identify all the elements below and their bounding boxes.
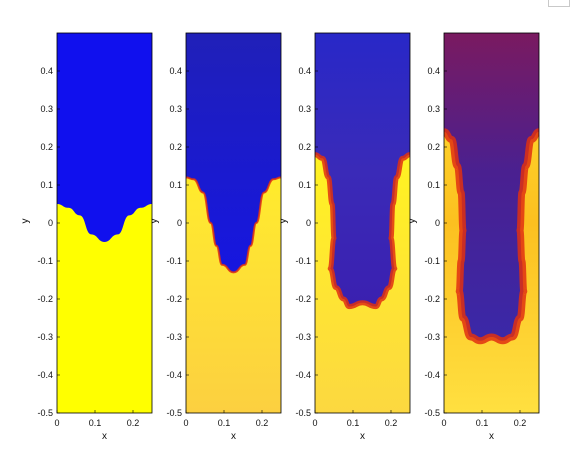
x-axis-label: x xyxy=(231,431,236,442)
x-axis-label: x xyxy=(489,431,494,442)
x-tick-label: 0.2 xyxy=(385,418,398,428)
y-tick-label: -0.1 xyxy=(424,256,440,266)
panel-2: 0.40.30.20.10-0.1-0.2-0.3-0.4-0.50 0.1 0.2… xyxy=(149,32,282,442)
y-tick-label: -0.1 xyxy=(166,256,182,266)
y-tick-label: 0.1 xyxy=(298,180,311,190)
y-tick-label: 0.4 xyxy=(427,66,440,76)
light-fluid-region xyxy=(315,33,410,307)
y-tick-label: -0.2 xyxy=(37,294,53,304)
y-tick-label: -0.5 xyxy=(37,408,53,418)
x-tick-label: 0 xyxy=(441,418,446,428)
x-axis-label: x xyxy=(102,431,107,442)
x-tick-label: 0.2 xyxy=(256,418,269,428)
y-tick-label: -0.3 xyxy=(166,332,182,342)
light-fluid-region xyxy=(186,33,281,273)
y-tick-label: 0.3 xyxy=(169,104,182,114)
y-tick-label: -0.2 xyxy=(295,294,311,304)
y-tick-label: 0.4 xyxy=(298,66,311,76)
y-tick-label: 0.4 xyxy=(169,66,182,76)
y-tick-label: 0 xyxy=(177,218,182,228)
y-tick-label: -0.2 xyxy=(166,294,182,304)
light-fluid-region xyxy=(57,33,152,242)
mixing-front xyxy=(442,128,541,345)
y-tick-label: -0.5 xyxy=(166,408,182,418)
y-tick-label: 0 xyxy=(435,218,440,228)
y-tick-label: -0.4 xyxy=(424,370,440,380)
y-tick-label: 0 xyxy=(48,218,53,228)
x-tick-label: 0.1 xyxy=(218,418,231,428)
y-tick-label: -0.3 xyxy=(424,332,440,342)
y-tick-label: -0.4 xyxy=(166,370,182,380)
y-tick-label: -0.4 xyxy=(37,370,53,380)
y-tick-label: -0.2 xyxy=(424,294,440,304)
y-tick-label: -0.1 xyxy=(37,256,53,266)
light-fluid-region xyxy=(444,33,539,341)
y-tick-label: -0.1 xyxy=(295,256,311,266)
mixing-front xyxy=(314,152,411,310)
y-tick-label: 0.1 xyxy=(40,180,53,190)
y-tick-label: 0.2 xyxy=(40,142,53,152)
x-tick-label: 0 xyxy=(54,418,59,428)
y-tick-label: 0.3 xyxy=(298,104,311,114)
y-tick-label: -0.4 xyxy=(295,370,311,380)
y-tick-label: -0.3 xyxy=(37,332,53,342)
y-tick-label: 0.4 xyxy=(40,66,53,76)
panel-3: 0.40.30.20.10-0.1-0.2-0.3-0.4-0.50 0.1 0.2… xyxy=(278,32,411,442)
y-axis-label: y xyxy=(407,219,418,224)
y-tick-label: 0.3 xyxy=(427,104,440,114)
x-tick-label: 0.1 xyxy=(476,418,489,428)
y-tick-label: 0 xyxy=(306,218,311,228)
x-tick-label: 0.2 xyxy=(127,418,140,428)
x-axis-label: x xyxy=(360,431,365,442)
y-axis-label: y xyxy=(149,219,160,224)
y-tick-label: -0.5 xyxy=(295,408,311,418)
x-tick-label: 0.1 xyxy=(89,418,102,428)
y-tick-label: 0.1 xyxy=(427,180,440,190)
y-tick-label: 0.3 xyxy=(40,104,53,114)
y-tick-label: -0.3 xyxy=(295,332,311,342)
x-tick-label: 0 xyxy=(312,418,317,428)
x-tick-label: 0.2 xyxy=(514,418,527,428)
panel-4: 0.40.30.20.10-0.1-0.2-0.3-0.4-0.50 0.1 0.2… xyxy=(407,32,541,442)
y-tick-label: 0.2 xyxy=(169,142,182,152)
x-tick-label: 0 xyxy=(183,418,188,428)
y-tick-label: 0.2 xyxy=(427,142,440,152)
y-axis-label: y xyxy=(278,219,289,224)
y-tick-label: 0.2 xyxy=(298,142,311,152)
mixing-front xyxy=(185,176,282,274)
y-tick-label: -0.5 xyxy=(424,408,440,418)
y-tick-label: 0.1 xyxy=(169,180,182,190)
y-axis-label: y xyxy=(20,219,31,224)
x-tick-label: 0.1 xyxy=(347,418,360,428)
panel-1: 0.40.30.20.10-0.1-0.2-0.3-0.4-0.50 0.1 0.2… xyxy=(20,32,153,442)
